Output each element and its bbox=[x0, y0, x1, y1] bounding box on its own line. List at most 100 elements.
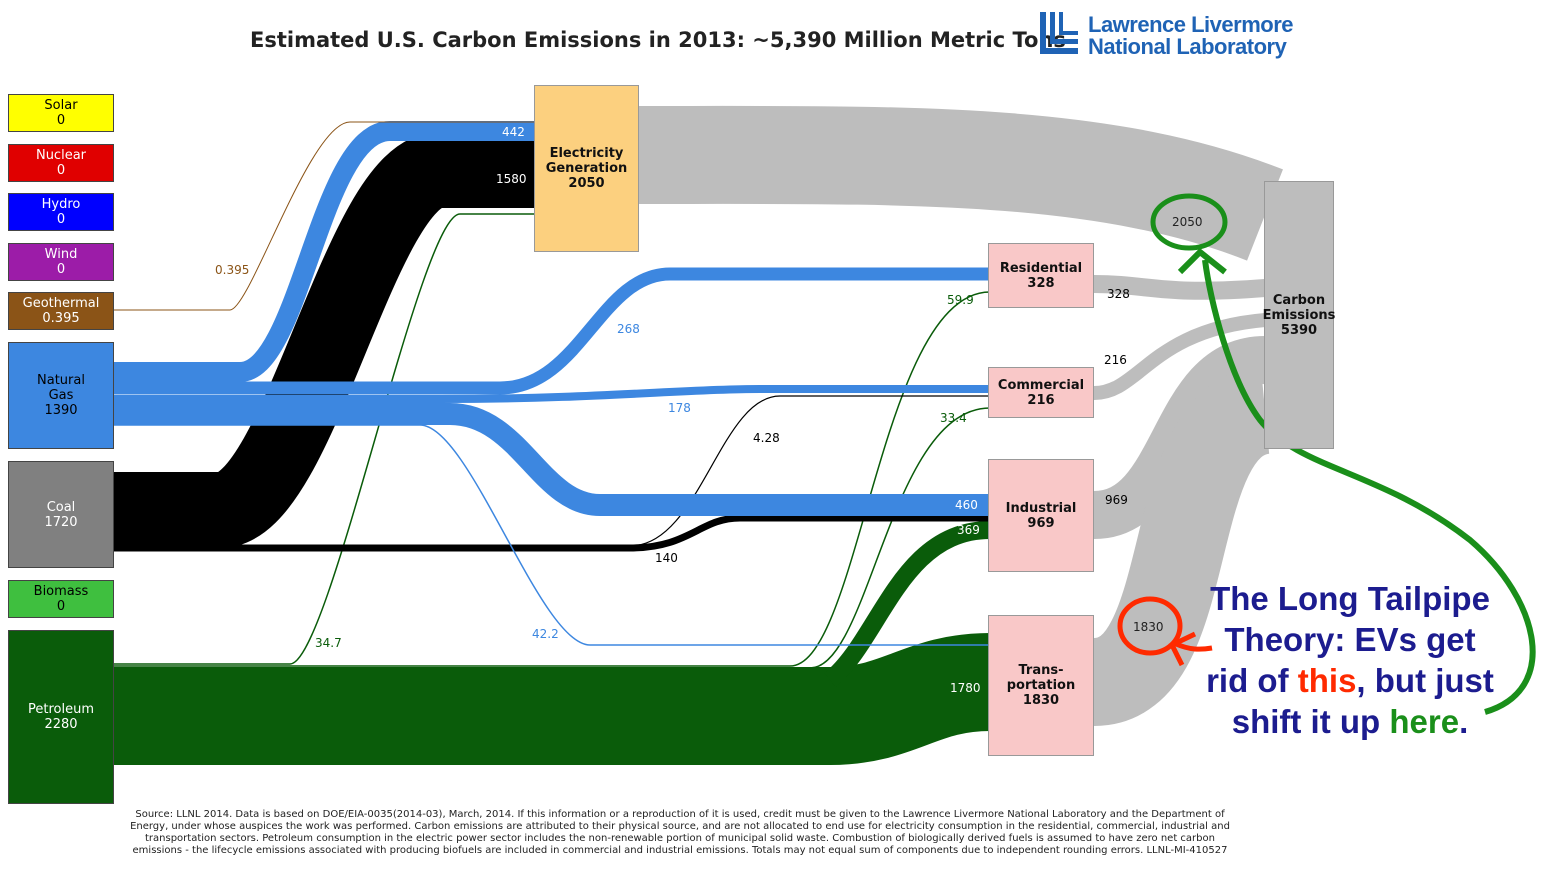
source-coal: Coal 1720 bbox=[8, 461, 114, 568]
annotation-line1: The Long Tailpipe bbox=[1210, 580, 1490, 617]
label-petroleum-commercial: 33.4 bbox=[940, 411, 967, 425]
flow-coal-electricity bbox=[114, 132, 536, 548]
source-wind-label: Wind bbox=[44, 247, 78, 262]
label-electricity-emissions: 2050 bbox=[1172, 215, 1203, 229]
flow-transportation-emissions bbox=[1089, 366, 1275, 726]
source-natural-gas-value: 1390 bbox=[44, 403, 78, 418]
node-industrial-value: 969 bbox=[1027, 515, 1055, 531]
label-gas-residential: 268 bbox=[617, 322, 640, 336]
node-commercial-label: Commercial bbox=[997, 377, 1085, 393]
flow-petroleum-transportation bbox=[114, 633, 992, 765]
label-residential-emissions: 328 bbox=[1107, 287, 1130, 301]
node-residential-label: Residential bbox=[999, 260, 1083, 276]
source-natural-gas-label2: Gas bbox=[48, 388, 74, 403]
label-gas-commercial: 178 bbox=[668, 401, 691, 415]
source-biomass: Biomass 0 bbox=[8, 580, 114, 618]
source-note: Source: LLNL 2014. Data is based on DOE/… bbox=[130, 809, 1230, 856]
node-carbon-emissions: Carbon Emissions 5390 bbox=[1262, 181, 1336, 449]
node-transportation: Trans- portation 1830 bbox=[988, 615, 1094, 756]
flow-gas-industrial bbox=[114, 403, 990, 516]
label-petroleum-industrial: 369 bbox=[957, 523, 980, 537]
flow-petroleum-commercial bbox=[114, 407, 991, 669]
source-hydro-value: 0 bbox=[56, 212, 66, 227]
source-geothermal: Geothermal 0.395 bbox=[8, 292, 114, 330]
source-natural-gas: Natural Gas 1390 bbox=[8, 342, 114, 449]
annotation-line4-c: . bbox=[1459, 703, 1469, 740]
source-geothermal-value: 0.395 bbox=[42, 311, 80, 326]
node-residential: Residential 328 bbox=[988, 243, 1094, 308]
annotation-line3: rid of this, but just bbox=[1180, 660, 1520, 701]
annotation-line3-c: , but just bbox=[1356, 662, 1494, 699]
label-transportation-emissions: 1830 bbox=[1133, 620, 1164, 634]
logo-line2: National Laboratory bbox=[1088, 34, 1287, 59]
source-nuclear-value: 0 bbox=[56, 163, 66, 178]
source-nuclear-label: Nuclear bbox=[35, 148, 87, 163]
source-hydro: Hydro 0 bbox=[8, 193, 114, 231]
label-gas-transportation: 42.2 bbox=[532, 627, 559, 641]
source-nuclear: Nuclear 0 bbox=[8, 144, 114, 182]
green-arrow-annotation bbox=[1202, 259, 1536, 715]
source-petroleum-value: 2280 bbox=[44, 717, 78, 732]
flow-petroleum-residential bbox=[114, 291, 991, 667]
source-solar-value: 0 bbox=[56, 113, 66, 128]
source-wind-value: 0 bbox=[56, 262, 66, 277]
node-commercial: Commercial 216 bbox=[988, 367, 1094, 418]
annotation-here-word: here bbox=[1389, 703, 1460, 740]
label-coal-electricity: 1580 bbox=[496, 172, 527, 186]
node-electricity-generation: Electricity Generation 2050 bbox=[534, 85, 639, 252]
logo-line1: Lawrence Livermore bbox=[1088, 12, 1293, 37]
source-geothermal-label: Geothermal bbox=[22, 296, 100, 311]
green-circle-annotation bbox=[1150, 193, 1228, 251]
flow-residential-emissions bbox=[1093, 275, 1266, 300]
label-commercial-emissions: 216 bbox=[1104, 353, 1127, 367]
annotation-line4-a: shift it up bbox=[1231, 703, 1390, 740]
annotation-line2: Theory: EVs get bbox=[1224, 621, 1476, 658]
node-industrial: Industrial 969 bbox=[988, 459, 1094, 572]
node-electricity-label1: Electricity bbox=[549, 146, 624, 161]
label-industrial-emissions: 969 bbox=[1105, 493, 1128, 507]
label-gas-industrial: 460 bbox=[955, 498, 978, 512]
node-emissions-label1: Carbon bbox=[1272, 292, 1326, 308]
label-gas-electricity: 442 bbox=[502, 125, 525, 139]
source-biomass-value: 0 bbox=[56, 599, 66, 614]
flow-commercial-emissions bbox=[1093, 313, 1266, 400]
flow-coal-commercial bbox=[114, 395, 990, 547]
node-transportation-label1: Trans- bbox=[1018, 663, 1064, 678]
long-tailpipe-annotation: The Long Tailpipe Theory: EVs get rid of… bbox=[1180, 578, 1520, 742]
node-industrial-label: Industrial bbox=[1005, 500, 1077, 516]
flow-gas-commercial bbox=[114, 385, 990, 403]
node-emissions-label2: Emissions bbox=[1262, 307, 1336, 323]
node-transportation-label2: portation bbox=[1006, 678, 1076, 693]
flow-gas-transportation bbox=[114, 424, 990, 646]
source-natural-gas-label: Natural bbox=[37, 373, 85, 388]
source-coal-value: 1720 bbox=[44, 514, 78, 530]
label-coal-commercial: 4.28 bbox=[753, 431, 780, 445]
source-wind: Wind 0 bbox=[8, 243, 114, 281]
annotation-this-word: this bbox=[1297, 662, 1357, 699]
source-biomass-label: Biomass bbox=[33, 584, 89, 599]
label-petroleum-residential: 59.9 bbox=[947, 293, 974, 307]
source-solar-label: Solar bbox=[44, 98, 78, 113]
label-geothermal-electricity: 0.395 bbox=[215, 263, 250, 277]
label-petroleum-electricity: 34.7 bbox=[315, 636, 342, 650]
label-petroleum-transportation: 1780 bbox=[950, 681, 981, 695]
node-transportation-value: 1830 bbox=[1022, 693, 1060, 708]
llnl-logo: Lawrence Livermore National Laboratory bbox=[1040, 12, 1310, 62]
node-electricity-value: 2050 bbox=[568, 176, 605, 191]
red-arrow-annotation bbox=[1168, 631, 1213, 667]
flow-petroleum-electricity bbox=[114, 213, 536, 665]
flow-coal-industrial bbox=[114, 514, 990, 552]
node-emissions-value: 5390 bbox=[1280, 322, 1318, 338]
annotation-line3-a: rid of bbox=[1206, 662, 1298, 699]
node-residential-value: 328 bbox=[1027, 275, 1055, 291]
annotation-line4: shift it up here. bbox=[1180, 701, 1520, 742]
source-petroleum-label: Petroleum bbox=[28, 702, 94, 717]
flow-gas-residential bbox=[114, 267, 990, 395]
flow-geothermal-electricity bbox=[114, 121, 536, 311]
flow-electricity-emissions bbox=[637, 105, 1283, 261]
flow-petroleum-industrial bbox=[824, 521, 991, 688]
node-electricity-label2: Generation bbox=[545, 161, 628, 176]
source-petroleum: Petroleum 2280 bbox=[8, 630, 114, 804]
red-circle-annotation bbox=[1117, 596, 1183, 656]
